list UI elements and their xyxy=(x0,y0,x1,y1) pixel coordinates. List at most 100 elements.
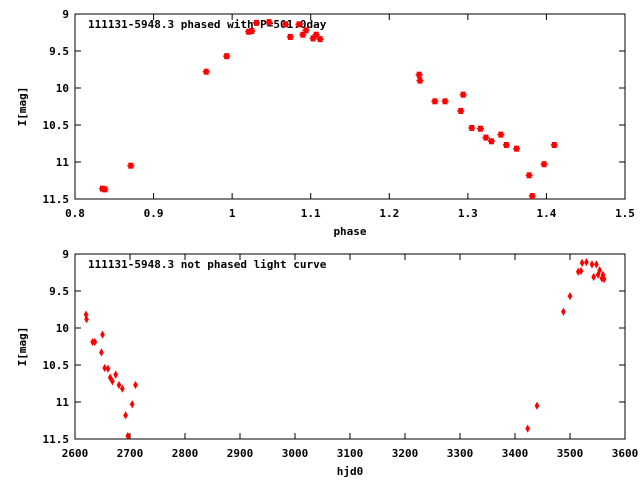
data-point xyxy=(578,266,584,276)
data-point xyxy=(312,31,320,38)
x-tick-label: 2800 xyxy=(172,447,199,460)
y-tick-label: 10.5 xyxy=(43,359,70,372)
data-point xyxy=(525,172,533,179)
data-point xyxy=(601,275,607,284)
x-tick-label: 3500 xyxy=(557,447,584,460)
data-point xyxy=(584,258,589,267)
chart-title: 111131-5948.3 not phased light curve xyxy=(88,258,327,271)
y-tick-label: 10 xyxy=(56,322,69,335)
data-point xyxy=(591,272,596,282)
data-point xyxy=(102,363,108,373)
x-tick-label: 2700 xyxy=(117,447,144,460)
y-tick-label: 9.5 xyxy=(49,285,69,298)
x-tick-label: 3000 xyxy=(282,447,309,460)
y-axis-label: I[mag] xyxy=(16,87,29,127)
plot-frame xyxy=(74,253,626,440)
data-point xyxy=(92,337,98,347)
x-tick-label: 2900 xyxy=(227,447,254,460)
x-tick-label: 1 xyxy=(229,207,236,220)
data-point xyxy=(561,307,566,316)
data-points xyxy=(83,258,607,441)
x-tick-label: 3100 xyxy=(337,447,364,460)
data-point xyxy=(589,260,595,269)
chart-title: 111131-5948.3 phased with P=501.0day xyxy=(88,18,327,31)
data-point xyxy=(119,384,125,393)
phased-light-curve-chart: 0.8 0.9 1 1.1 1.2 1.3 1.4 1.5 9 9.5 10 10.5 11 11.5 ph… xyxy=(16,8,635,238)
data-point xyxy=(100,330,105,339)
data-point xyxy=(223,53,231,60)
data-point xyxy=(525,424,530,433)
y-tick-label: 11 xyxy=(56,396,70,409)
data-point xyxy=(597,266,603,275)
unphased-light-curve-chart: 2600 2700 2800 2900 3000 3100 3200 3300 3400 3500… xyxy=(16,248,638,478)
data-point xyxy=(487,138,495,145)
data-point xyxy=(441,98,449,105)
data-point xyxy=(468,124,476,131)
x-axis-label: hjd0 xyxy=(337,465,364,478)
data-point xyxy=(116,380,122,390)
data-point xyxy=(316,36,324,43)
data-point xyxy=(286,33,294,40)
data-point xyxy=(497,131,505,138)
y-tick-label: 9.5 xyxy=(49,45,69,58)
x-tick-label: 1.5 xyxy=(615,207,635,220)
y-tick-label: 10 xyxy=(56,82,69,95)
y-tick-label: 9 xyxy=(62,248,69,261)
data-point xyxy=(101,186,109,193)
plot-frame xyxy=(74,13,626,200)
data-point xyxy=(84,315,89,324)
x-tick-label: 1.2 xyxy=(379,207,399,220)
data-point xyxy=(295,21,303,28)
data-point xyxy=(540,161,548,168)
data-point xyxy=(550,141,558,148)
data-points xyxy=(99,19,558,200)
data-point xyxy=(567,292,573,301)
data-point xyxy=(459,91,467,98)
y-tick-label: 11.5 xyxy=(43,433,70,446)
data-point xyxy=(431,98,439,105)
data-point xyxy=(476,125,484,132)
data-point xyxy=(113,370,119,379)
x-tick-label: 3200 xyxy=(392,447,419,460)
y-tick-label: 11.5 xyxy=(43,193,70,206)
data-point xyxy=(534,401,540,410)
data-point xyxy=(202,68,210,75)
data-point xyxy=(482,134,490,141)
data-point xyxy=(99,348,104,357)
x-tick-label: 2600 xyxy=(62,447,89,460)
data-point xyxy=(302,27,310,34)
data-point xyxy=(265,19,273,26)
y-tick-label: 10.5 xyxy=(43,119,70,132)
data-point xyxy=(123,411,128,420)
data-point xyxy=(299,31,307,38)
x-tick-label: 0.8 xyxy=(65,207,85,220)
data-point xyxy=(457,107,465,114)
x-tick-label: 1.1 xyxy=(301,207,321,220)
data-point xyxy=(309,35,317,42)
x-tick-label: 1.4 xyxy=(536,207,556,220)
data-point xyxy=(105,364,111,373)
x-tick-label: 3600 xyxy=(612,447,639,460)
y-tick-label: 9 xyxy=(62,8,69,21)
x-tick-label: 3300 xyxy=(447,447,474,460)
data-point xyxy=(513,145,521,152)
data-point xyxy=(133,380,138,390)
data-point xyxy=(253,19,260,26)
data-point xyxy=(502,141,510,148)
y-axis-label: I[mag] xyxy=(16,327,29,367)
x-tick-label: 0.9 xyxy=(144,207,164,220)
data-point xyxy=(416,77,424,84)
x-tick-label: 1.3 xyxy=(458,207,478,220)
data-point xyxy=(528,193,536,200)
data-point xyxy=(579,258,585,267)
data-point xyxy=(125,431,131,441)
data-point xyxy=(415,71,423,78)
data-point xyxy=(282,21,290,28)
y-tick-label: 11 xyxy=(56,156,70,169)
data-point xyxy=(594,260,599,269)
data-point xyxy=(110,377,115,386)
x-axis-label: phase xyxy=(333,225,366,238)
data-point xyxy=(127,162,135,169)
x-tick-label: 3400 xyxy=(502,447,529,460)
